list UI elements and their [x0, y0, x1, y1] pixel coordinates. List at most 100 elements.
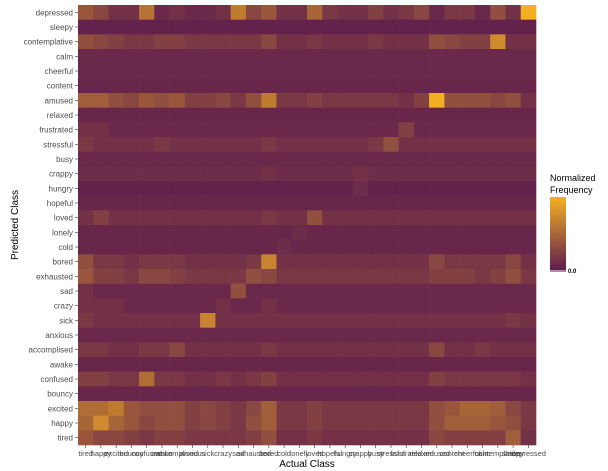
- heatmap-cell: [413, 137, 430, 152]
- heatmap-cell: [505, 49, 522, 64]
- heatmap-cell: [368, 269, 384, 284]
- heatmap-cell: [352, 327, 369, 343]
- heatmap-cell: [490, 239, 506, 255]
- heatmap-cell: [505, 269, 522, 284]
- heatmap-cell: [444, 107, 460, 123]
- heatmap-cell: [490, 386, 506, 402]
- heatmap-cell: [352, 283, 369, 299]
- heatmap-cell: [398, 19, 415, 35]
- heatmap-cell: [413, 122, 430, 138]
- heatmap-cell: [184, 181, 201, 196]
- heatmap-cell: [154, 254, 170, 270]
- heatmap-cell: [200, 254, 216, 270]
- heatmap-cell: [93, 415, 109, 431]
- heatmap-cell: [413, 151, 430, 167]
- heatmap-cell: [200, 342, 216, 358]
- heatmap-cell: [429, 210, 445, 226]
- heatmap-cell: [276, 239, 293, 255]
- heatmap-cell: [337, 210, 354, 226]
- heatmap-cell: [215, 122, 231, 138]
- heatmap-cell: [169, 5, 186, 20]
- heatmap-cell: [215, 49, 231, 64]
- heatmap-cell: [261, 415, 277, 431]
- heatmap-cell: [230, 78, 247, 94]
- heatmap-cell: [307, 254, 323, 270]
- heatmap-cell: [307, 63, 323, 79]
- heatmap-cell: [322, 386, 338, 402]
- heatmap-cell: [215, 313, 231, 328]
- heatmap-cell: [215, 298, 231, 314]
- x-tick-label: cold: [277, 449, 291, 458]
- heatmap-cell: [520, 298, 537, 314]
- heatmap-cell: [108, 34, 125, 50]
- heatmap-cell: [200, 122, 216, 138]
- heatmap-cell: [78, 327, 94, 343]
- heatmap-cell: [200, 137, 216, 152]
- heatmap-cell: [93, 430, 109, 446]
- heatmap-cell: [200, 239, 216, 255]
- heatmap-cell: [108, 166, 125, 182]
- heatmap-cell: [505, 151, 522, 167]
- heatmap-cell: [505, 357, 522, 372]
- heatmap-cell: [261, 5, 277, 20]
- y-tick-label: hungry: [49, 184, 73, 193]
- heatmap-cell: [108, 151, 125, 167]
- heatmap-cell: [520, 327, 537, 343]
- heatmap-cell: [505, 107, 522, 123]
- heatmap-cell: [398, 49, 415, 64]
- heatmap-cell: [276, 63, 293, 79]
- y-tick-label: calm: [56, 52, 73, 61]
- heatmap-cell: [123, 254, 140, 270]
- heatmap-cell: [520, 181, 537, 196]
- heatmap-cell: [291, 19, 308, 35]
- heatmap-cell: [459, 357, 476, 372]
- heatmap-cell: [307, 34, 323, 50]
- heatmap-cell: [230, 386, 247, 402]
- x-tick-label: exhausted: [236, 449, 271, 458]
- heatmap-cell: [322, 93, 338, 108]
- heatmap-cell: [169, 327, 186, 343]
- heatmap-cell: [520, 93, 537, 108]
- heatmap-cell: [383, 239, 399, 255]
- heatmap-cell: [261, 166, 277, 182]
- heatmap-cell: [184, 225, 201, 240]
- heatmap-cell: [169, 49, 186, 64]
- heatmap-cell: [368, 195, 384, 211]
- heatmap-cell: [154, 342, 170, 358]
- y-tick-label: stressful: [43, 140, 73, 149]
- heatmap-cell: [337, 93, 354, 108]
- heatmap-cell: [139, 269, 155, 284]
- heatmap-cell: [93, 137, 109, 152]
- heatmap-cell: [459, 386, 476, 402]
- heatmap-cell: [337, 5, 354, 20]
- heatmap-cell: [413, 269, 430, 284]
- x-tick-labels: tiredhappyexcitedbouncyconfusedawakeacco…: [78, 445, 546, 458]
- heatmap-cell: [154, 195, 170, 211]
- heatmap-cell: [368, 5, 384, 20]
- heatmap-cell: [398, 401, 415, 416]
- x-tick-label: hopeful: [318, 449, 343, 458]
- heatmap-cell: [184, 357, 201, 372]
- heatmap-cell: [108, 401, 125, 416]
- heatmap-cell: [139, 430, 155, 446]
- heatmap-cell: [337, 327, 354, 343]
- heatmap-cell: [123, 5, 140, 20]
- heatmap-cell: [215, 371, 231, 387]
- heatmap-cell: [245, 401, 262, 416]
- heatmap-cell: [490, 5, 506, 20]
- heatmap-cell: [261, 34, 277, 50]
- heatmap-cell: [398, 166, 415, 182]
- heatmap-cell: [444, 5, 460, 20]
- heatmap-cell: [245, 298, 262, 314]
- heatmap-cell: [444, 166, 460, 182]
- heatmap-cell: [383, 386, 399, 402]
- heatmap-cell: [230, 254, 247, 270]
- heatmap-cell: [276, 283, 293, 299]
- heatmap-cell: [139, 357, 155, 372]
- heatmap-cell: [505, 254, 522, 270]
- heatmap-cell: [169, 137, 186, 152]
- heatmap-cell: [123, 195, 140, 211]
- x-tick-label: busy: [368, 449, 384, 458]
- heatmap-cell: [184, 78, 201, 94]
- heatmap-cell: [108, 78, 125, 94]
